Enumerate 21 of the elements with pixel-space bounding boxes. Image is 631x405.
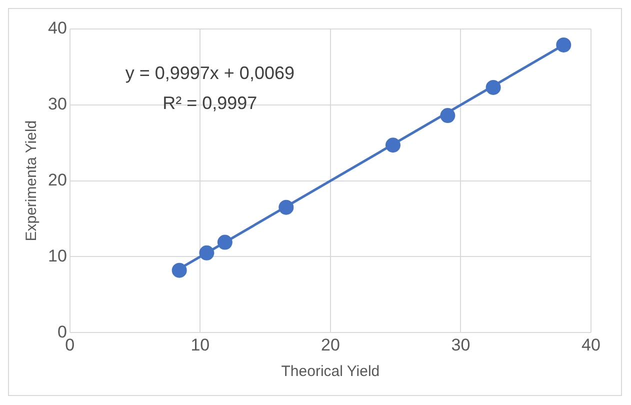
- y-tick-label: 30: [48, 94, 67, 114]
- y-tick-label: 0: [57, 322, 67, 342]
- y-tick-label: 20: [48, 170, 67, 190]
- annotation: y = 0,9997x + 0,0069: [125, 63, 294, 83]
- point: [217, 234, 232, 250]
- point: [278, 200, 294, 215]
- x-tick-label: 10: [190, 335, 210, 354]
- point: [556, 37, 572, 52]
- annotation: R² = 0,9997: [162, 93, 258, 113]
- x-tick-label: 40: [582, 335, 600, 354]
- x-tick-label: 30: [451, 335, 470, 354]
- point: [199, 245, 214, 260]
- x-axis-title: Theorical Yield: [281, 363, 380, 380]
- y-axis-title: Experimenta Yield: [23, 120, 40, 242]
- point: [486, 80, 501, 95]
- y-tick-label: 10: [48, 246, 67, 266]
- point: [385, 138, 400, 153]
- y-tick-label: 40: [48, 18, 67, 38]
- x-tick-label: 20: [320, 335, 340, 354]
- point: [172, 262, 187, 278]
- point: [440, 108, 456, 124]
